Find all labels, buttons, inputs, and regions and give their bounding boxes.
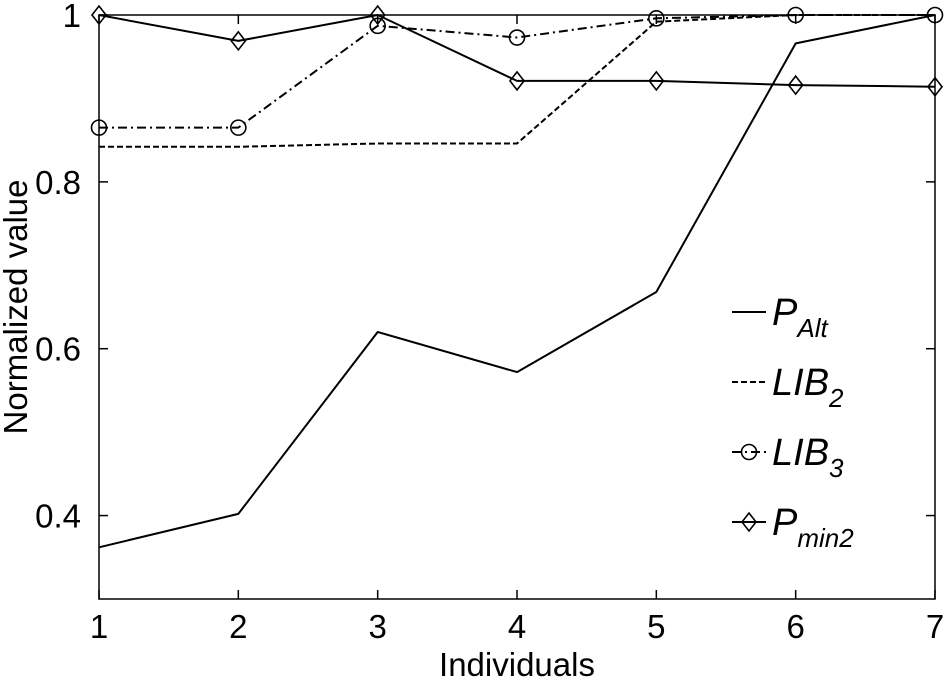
legend-label: Pmin2 — [772, 502, 854, 553]
series-line — [98, 14, 936, 549]
x-tick-label: 4 — [508, 608, 526, 645]
data-point-diamond — [787, 74, 804, 96]
series-line — [99, 14, 935, 129]
series-layer — [90, 4, 944, 549]
legend-entry: LIB2 — [732, 362, 844, 413]
x-tick-label: 6 — [786, 608, 804, 645]
x-tick-label: 3 — [368, 608, 386, 645]
legend: PAlt LIB2 LIB3 Pmin2 — [732, 292, 854, 553]
legend-marker-circle — [740, 443, 758, 461]
data-point-circle — [648, 10, 665, 27]
legend-entry: LIB3 — [732, 432, 844, 483]
legend-entry: Pmin2 — [732, 502, 854, 553]
plot-background — [99, 15, 935, 599]
data-point-diamond — [508, 70, 526, 92]
y-tick-label: 1 — [63, 0, 81, 34]
legend-label: LIB2 — [772, 362, 844, 413]
x-tick-label: 1 — [90, 608, 108, 645]
y-tick-label: 0.6 — [35, 331, 81, 368]
legend-entry: PAlt — [732, 292, 829, 343]
y-tick-label: 0.8 — [35, 164, 81, 201]
legend-label: LIB3 — [772, 432, 844, 483]
x-tick-label: 7 — [926, 608, 944, 645]
data-point-circle — [508, 29, 526, 46]
x-tick-label: 2 — [229, 608, 247, 645]
data-point-diamond — [230, 30, 247, 52]
y-axis-title: Normalized value — [0, 180, 34, 435]
legend-label: PAlt — [772, 292, 829, 343]
y-tick-label: 0.4 — [35, 498, 81, 535]
series-1 — [98, 14, 936, 549]
series-line — [98, 14, 936, 88]
y-tick-labels: 0.4 0.6 0.8 1 — [35, 0, 81, 535]
x-axis-title: Individuals — [439, 646, 595, 683]
data-point-diamond — [648, 70, 665, 92]
legend-marker-diamond — [740, 511, 758, 533]
x-tick-labels: 1 2 3 4 5 6 7 — [90, 608, 944, 645]
data-point-circle — [230, 119, 247, 136]
plot-frame — [98, 14, 936, 600]
x-tick-label: 5 — [647, 608, 665, 645]
